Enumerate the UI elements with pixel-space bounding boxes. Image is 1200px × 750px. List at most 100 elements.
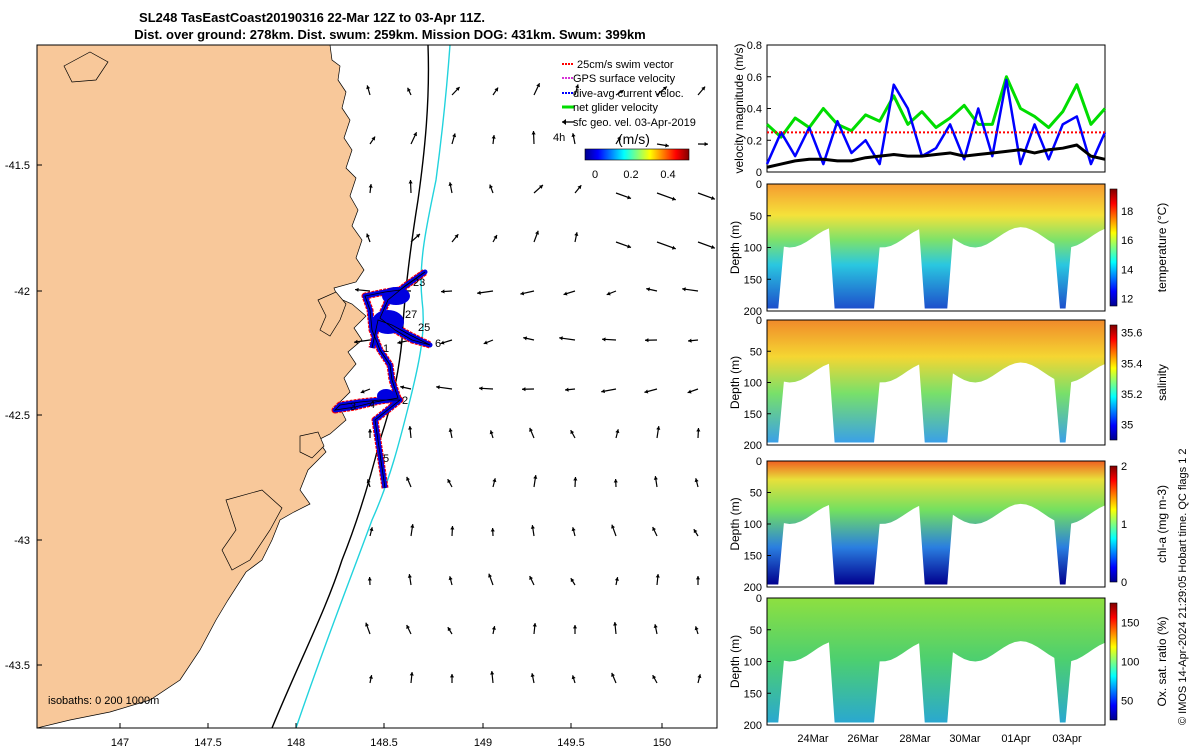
geo-arrow-head-49 [523, 336, 528, 341]
heatmap-0-ytick-2: 100 [744, 243, 762, 255]
time-tick-4: 01Apr [1001, 733, 1031, 745]
geo-arrow-head-44 [682, 287, 686, 292]
track-label-23: 23 [413, 277, 425, 289]
sfc-geo-velocity-arrows [354, 82, 716, 684]
map-xtick-4: 149 [474, 737, 492, 749]
heatmap-1-ytick-0: 0 [756, 315, 762, 327]
map-cbar-tick-0: 0 [592, 169, 598, 181]
land-tasmania [37, 45, 367, 728]
geo-arrow-head-85 [530, 525, 535, 529]
track-label-2: 2 [402, 395, 408, 407]
geo-arrow-head-48 [483, 340, 488, 345]
isobath-1000m [295, 45, 451, 728]
island-small [63, 51, 109, 83]
time-tick-0: 24Mar [797, 733, 829, 745]
geo-arrow-head-28 [416, 233, 420, 238]
geo-arrow-head-76 [533, 475, 538, 479]
heatmap-3-ytick-2: 100 [744, 657, 762, 669]
geo-arrow-head-98 [695, 576, 701, 580]
geo-arrow-head-21 [489, 184, 493, 189]
heatmap-1-cbar-tick-3: 35.6 [1121, 328, 1142, 340]
geo-arrow-head-23 [577, 185, 582, 190]
geo-arrow-head-99 [365, 622, 369, 627]
heatmap-0-cbar-tick-2: 16 [1121, 235, 1133, 247]
geo-arrow-head-56 [436, 385, 440, 390]
heatmap-0-cbar-tick-0: 12 [1121, 294, 1133, 306]
geo-arrow-head-108 [368, 675, 373, 679]
heatmap-1-ytick-4: 200 [744, 440, 762, 452]
heatmap-0-ytick-0: 0 [756, 179, 762, 191]
heatmap-2-cbar-tick-2: 2 [1121, 461, 1127, 473]
geo-arrow-head-31 [535, 230, 539, 235]
geo-arrow-head-13 [531, 131, 536, 135]
legend-sfc-geo: sfc geo. vel. 03-Apr-2019 [573, 117, 696, 129]
heatmap-panel-1: 0 50 100 150 200 Depth (m) 35 35.2 35.4 35.6 salin… [728, 315, 1169, 452]
legend-swim: 25cm/s swim vector [577, 59, 674, 71]
island-south [299, 431, 325, 459]
heatmap-2-cbar-tick-0: 0 [1121, 577, 1127, 589]
heatmap-3-cbar-tick-2: 150 [1121, 618, 1139, 630]
track-label-6: 6 [435, 338, 441, 350]
heatmap-3-ytick-1: 50 [750, 625, 762, 637]
geo-arrow-head-32 [574, 232, 579, 236]
velocity-series-1 [765, 78, 1107, 166]
track-blob-2 [382, 287, 410, 305]
map-xtick-3: 148.5 [370, 737, 398, 749]
heatmap-0-cbar-tick-3: 18 [1121, 206, 1133, 218]
geo-arrow-head-46 [397, 340, 402, 345]
geo-arrow-head-66 [489, 430, 494, 435]
geo-arrow-head-59 [565, 387, 569, 392]
geo-arrow-head-113 [571, 675, 576, 680]
geo-arrow-head-8 [701, 86, 706, 91]
map-colorbar-label: (m/s) [618, 131, 650, 147]
heatmap-3-ytick-0: 0 [756, 593, 762, 605]
geo-arrow-head-1 [407, 87, 411, 92]
geo-arrow-head-87 [611, 524, 615, 529]
map-ytick-3: -43 [14, 535, 30, 547]
title-line-2: Dist. over ground: 278km. Dist. swum: 25… [134, 27, 646, 42]
velocity-ytick-4: 0.8 [747, 40, 762, 52]
geo-arrow-head-103 [532, 623, 537, 627]
heatmap-1-cbar-tick-1: 35.2 [1121, 389, 1142, 401]
geo-arrow-head-83 [450, 526, 455, 530]
geo-arrow-head-12 [491, 135, 496, 139]
geo-arrow-head-106 [653, 624, 658, 628]
geo-arrow-head-50 [559, 336, 563, 341]
heatmap-1-cbar-tick-0: 35 [1121, 420, 1133, 432]
geo-arrow-head-26 [710, 196, 715, 200]
heatmap-0-colorbar [1109, 188, 1118, 307]
geo-arrow-head-90 [367, 577, 372, 581]
geo-arrow-head-102 [491, 626, 496, 630]
geo-arrow-head-73 [406, 476, 410, 481]
legend-net: net glider velocity [573, 102, 658, 114]
geo-arrow-head-112 [530, 673, 535, 677]
heatmap-2-cbar-tick-1: 1 [1121, 519, 1127, 531]
geo-arrow-head-89 [693, 529, 698, 534]
heatmap-2-ytick-1: 50 [750, 488, 762, 500]
geo-arrow-head-24 [627, 195, 632, 200]
track-label-3: 3 [350, 401, 356, 413]
geo-arrow-head-43 [646, 287, 651, 292]
geo-arrow-head-115 [652, 675, 657, 680]
geo-arrow-head-19 [408, 180, 413, 184]
geo-arrow-head-67 [529, 427, 533, 432]
track-label-1: 1 [383, 343, 389, 355]
geo-arrow-head-114 [611, 672, 615, 677]
geo-arrow-head-10 [413, 132, 417, 137]
geo-arrow-head-22 [539, 184, 543, 189]
heatmap-2-ylabel: Depth (m) [728, 497, 742, 550]
map-xtick-6: 150 [653, 737, 671, 749]
heatmap-1-cbar-tick-2: 35.4 [1121, 358, 1142, 370]
geo-arrow-head-35 [710, 245, 715, 249]
geo-arrow-head-105 [613, 622, 618, 626]
time-tick-1: 26Mar [847, 733, 879, 745]
geo-arrow-head-39 [477, 290, 481, 295]
time-tick-3: 30Mar [949, 733, 981, 745]
heatmap-3-ytick-3: 150 [744, 688, 762, 700]
heatmap-1-ytick-2: 100 [744, 378, 762, 390]
heatmap-0-cbar-tick-1: 14 [1121, 264, 1133, 276]
geo-arrow-head-101 [447, 627, 452, 632]
geo-arrow-head-33 [627, 244, 632, 249]
